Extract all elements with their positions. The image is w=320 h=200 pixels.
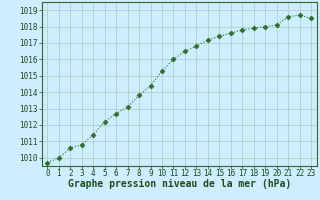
X-axis label: Graphe pression niveau de la mer (hPa): Graphe pression niveau de la mer (hPa) [68,179,291,189]
